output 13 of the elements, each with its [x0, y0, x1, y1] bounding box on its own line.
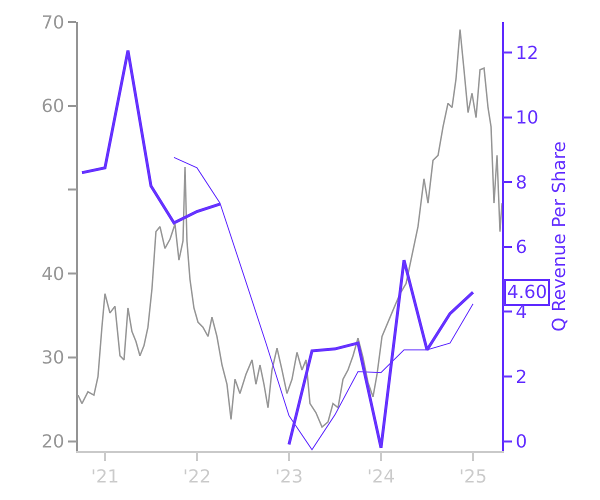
y2-tick-label: 10: [516, 108, 539, 129]
text: 4.60: [507, 282, 548, 303]
y2-tick-label: 8: [516, 172, 528, 194]
y2-tick-label: 0: [516, 432, 528, 453]
y-tick-label: 60: [41, 96, 64, 118]
y-tick-label: 70: [41, 12, 64, 34]
y2-axis-title: Q Revenue Per Share: [549, 141, 570, 332]
y2-tick-label: 6: [516, 237, 528, 258]
y2-tick-label: 12: [516, 42, 539, 64]
y-tick-label: 20: [41, 432, 64, 453]
y-tick-label: 30: [41, 348, 64, 369]
y2-tick-label: 2: [516, 366, 528, 388]
y-tick-label: 40: [41, 264, 64, 285]
